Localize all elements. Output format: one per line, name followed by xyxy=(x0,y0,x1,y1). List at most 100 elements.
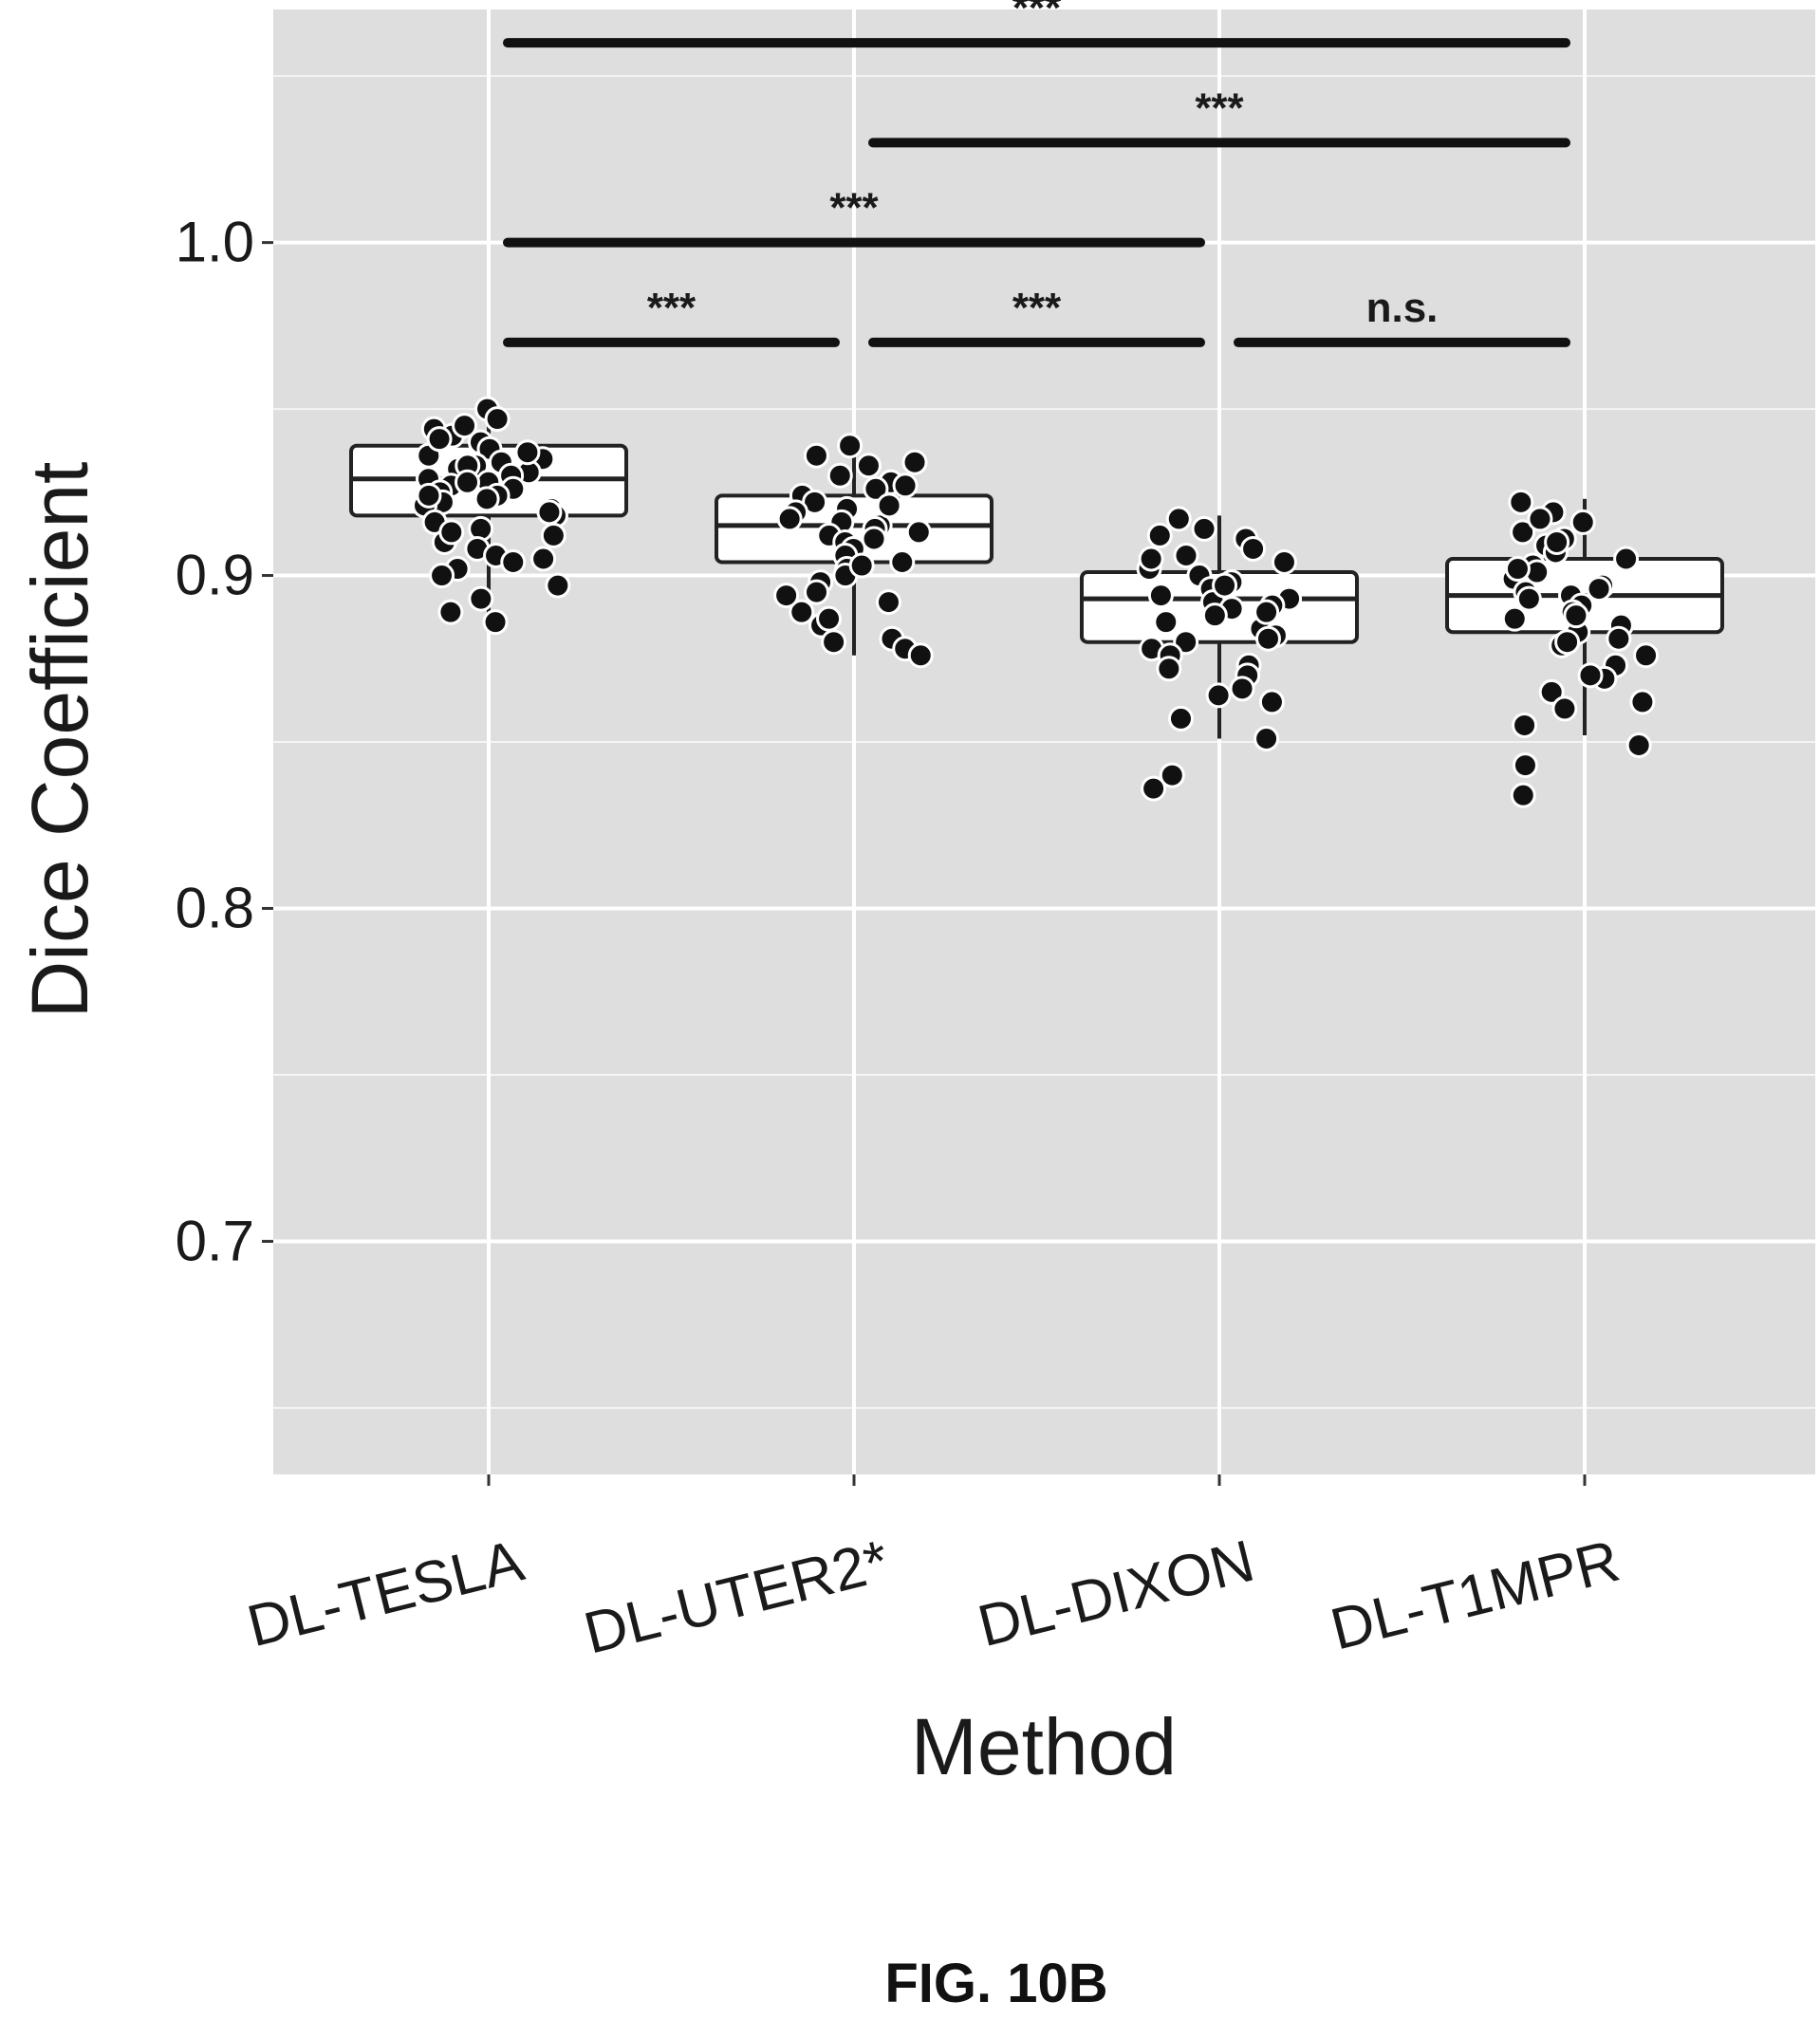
significance-label: *** xyxy=(1012,285,1062,331)
data-point xyxy=(1629,689,1656,715)
data-point xyxy=(540,522,566,548)
data-point xyxy=(1153,609,1179,636)
data-point xyxy=(773,583,800,609)
data-point xyxy=(429,563,455,589)
data-point xyxy=(1191,515,1217,542)
data-point xyxy=(804,579,830,605)
data-point xyxy=(1577,662,1604,689)
data-point xyxy=(1512,752,1538,779)
data-point xyxy=(1147,583,1174,609)
data-point xyxy=(426,426,453,453)
data-point xyxy=(1515,585,1542,612)
data-point xyxy=(1527,506,1553,532)
data-point xyxy=(1240,535,1267,562)
data-point xyxy=(1501,605,1528,632)
data-point xyxy=(514,439,541,466)
data-point xyxy=(468,585,494,612)
data-point xyxy=(1563,602,1589,629)
y-tick-label: 1.0 xyxy=(176,211,254,274)
y-axis-title: Dice Coefficient xyxy=(15,462,104,1019)
x-tick-label: DL-TESLA xyxy=(241,1528,530,1659)
data-point xyxy=(1212,572,1238,599)
data-point xyxy=(500,549,527,576)
data-point xyxy=(1625,732,1652,759)
x-tick-label: DL-DIXON xyxy=(972,1528,1260,1660)
x-tick-label: DL-T1MPR xyxy=(1325,1528,1626,1663)
data-point xyxy=(1159,762,1185,788)
data-point xyxy=(1613,546,1640,572)
data-point xyxy=(1167,705,1194,732)
data-point xyxy=(892,472,919,499)
data-point xyxy=(474,486,500,512)
data-point xyxy=(530,546,557,572)
significance-label: n.s. xyxy=(1366,285,1439,331)
data-point xyxy=(416,482,442,509)
data-point xyxy=(1229,676,1255,702)
data-point xyxy=(1551,695,1578,722)
data-point xyxy=(1633,642,1660,669)
data-point xyxy=(907,642,934,669)
significance-brackets: *** *** n.s. *** *** *** xyxy=(503,0,1570,347)
data-point xyxy=(901,449,928,475)
data-point xyxy=(1254,625,1281,652)
data-point xyxy=(1141,775,1167,802)
significance-label: *** xyxy=(1195,84,1244,131)
data-point xyxy=(484,406,511,433)
x-axis-ticks: DL-TESLA DL-UTER2* DL-DIXON DL-T1MPR xyxy=(241,1474,1625,1667)
data-point xyxy=(1146,522,1173,548)
y-tick-label: 0.9 xyxy=(176,544,254,607)
data-point xyxy=(875,589,901,616)
data-point xyxy=(1254,599,1280,625)
data-point xyxy=(1606,625,1632,652)
data-point xyxy=(1544,528,1570,555)
data-point xyxy=(826,462,853,489)
data-point xyxy=(545,572,571,599)
data-point xyxy=(803,442,829,469)
data-point xyxy=(1271,549,1297,576)
data-point xyxy=(1512,712,1538,738)
data-point xyxy=(861,526,887,552)
y-axis-ticks: 0.7 0.8 0.9 1.0 xyxy=(176,211,273,1272)
x-tick-label: DL-UTER2* xyxy=(578,1528,895,1667)
y-tick-label: 0.8 xyxy=(176,876,254,939)
data-point xyxy=(816,605,843,632)
significance-label: *** xyxy=(647,285,696,331)
data-point xyxy=(889,549,916,576)
data-point xyxy=(848,552,875,579)
y-tick-label: 0.7 xyxy=(176,1209,254,1272)
data-point xyxy=(776,506,803,532)
data-point xyxy=(482,609,509,636)
x-axis-title: Method xyxy=(911,1702,1177,1791)
data-point xyxy=(1510,519,1536,546)
significance-label: *** xyxy=(829,185,879,232)
data-point xyxy=(1510,782,1536,808)
jitter-points xyxy=(412,396,1660,808)
data-point xyxy=(837,433,864,459)
data-point xyxy=(1173,542,1199,568)
data-point xyxy=(1205,682,1232,709)
data-point xyxy=(1165,506,1192,532)
data-point xyxy=(1504,556,1531,583)
data-point xyxy=(1258,689,1285,715)
data-point xyxy=(821,629,847,656)
data-point xyxy=(1569,509,1596,535)
data-point xyxy=(1138,546,1164,572)
data-point xyxy=(1586,576,1612,602)
data-point xyxy=(789,599,815,625)
data-point xyxy=(1201,602,1228,629)
data-point xyxy=(1254,725,1280,751)
data-point xyxy=(455,469,481,495)
data-point xyxy=(855,453,882,479)
data-point xyxy=(863,475,889,502)
data-point xyxy=(1554,629,1581,656)
data-point xyxy=(437,599,464,625)
data-point xyxy=(1538,678,1565,705)
data-point xyxy=(536,499,563,526)
data-point xyxy=(438,519,465,546)
data-point xyxy=(905,519,932,546)
figure-caption: FIG. 10B xyxy=(884,1953,1107,2014)
significance-label: *** xyxy=(1012,0,1062,31)
data-point xyxy=(876,492,902,519)
data-point xyxy=(1508,489,1534,515)
